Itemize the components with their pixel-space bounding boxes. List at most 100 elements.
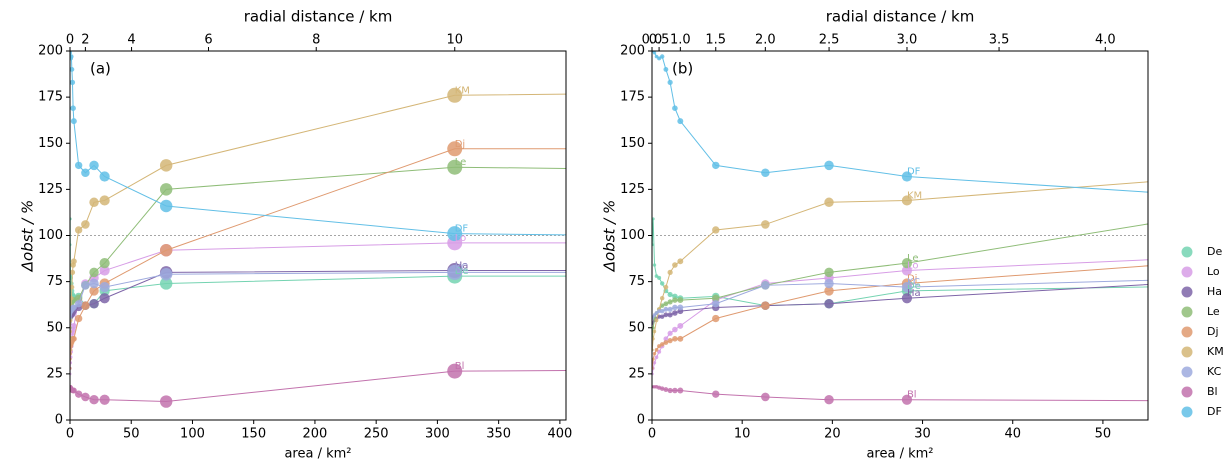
marker xyxy=(672,262,678,268)
legend-marker xyxy=(1181,326,1193,338)
y-tick-label: 25 xyxy=(628,366,645,381)
marker xyxy=(672,304,678,311)
legend-label: Dj xyxy=(1207,325,1219,338)
marker xyxy=(712,390,720,398)
legend-marker xyxy=(1181,386,1193,398)
marker xyxy=(74,226,83,234)
y-tick-label: 100 xyxy=(620,228,645,243)
marker xyxy=(652,351,657,356)
marker xyxy=(663,312,669,318)
marker xyxy=(99,258,110,269)
x-tick-label: 400 xyxy=(547,427,572,442)
marker xyxy=(677,258,684,265)
marker xyxy=(99,265,110,276)
series-label: Ha xyxy=(455,261,469,272)
marker xyxy=(652,357,655,361)
series-label: Lo xyxy=(455,233,467,244)
x-tick-label: 350 xyxy=(486,427,511,442)
marker xyxy=(654,348,659,352)
marker xyxy=(74,300,83,308)
marker xyxy=(99,282,110,293)
marker xyxy=(663,340,669,345)
legend-marker xyxy=(1181,286,1193,298)
y-tick-label: 200 xyxy=(620,44,645,59)
y-tick-label: 200 xyxy=(38,44,63,59)
marker xyxy=(81,220,90,229)
series-line xyxy=(652,259,1148,374)
legend-marker xyxy=(1181,246,1193,258)
series-line xyxy=(652,279,1148,319)
series-label: De xyxy=(907,281,921,292)
x2-tick-label: 0.5 xyxy=(649,33,670,48)
marker xyxy=(761,168,770,178)
marker xyxy=(81,281,90,290)
marker xyxy=(761,301,770,310)
x-tick-label: 150 xyxy=(241,427,266,442)
x2-tick-label: 10 xyxy=(446,33,463,48)
series-line xyxy=(70,370,566,403)
x2-tick-label: 3.5 xyxy=(989,33,1010,48)
x-tick-label: 30 xyxy=(914,427,931,442)
marker xyxy=(70,329,73,334)
marker xyxy=(81,392,90,402)
marker xyxy=(667,79,673,85)
marker xyxy=(159,244,173,257)
marker xyxy=(159,277,173,290)
x2-tick-label: 8 xyxy=(312,33,320,48)
marker xyxy=(659,54,665,59)
y-tick-label: 100 xyxy=(38,228,63,243)
marker xyxy=(824,197,834,208)
y-axis-label: Δobst / % xyxy=(601,200,619,273)
marker xyxy=(81,301,90,310)
marker xyxy=(667,338,673,344)
marker xyxy=(663,284,669,290)
marker xyxy=(761,220,770,229)
series-line xyxy=(652,386,1148,402)
marker xyxy=(663,387,669,392)
y-tick-label: 75 xyxy=(46,274,63,289)
marker xyxy=(159,268,173,281)
marker xyxy=(70,295,74,301)
marker xyxy=(652,217,655,221)
marker xyxy=(672,336,678,342)
marker xyxy=(70,304,77,311)
marker xyxy=(677,322,684,329)
marker xyxy=(824,286,834,296)
marker xyxy=(99,171,110,182)
x-tick-label: 40 xyxy=(1004,427,1021,442)
x2-tick-label: 2.5 xyxy=(819,33,840,48)
y-tick-label: 150 xyxy=(38,136,63,151)
x2-tick-label: 6 xyxy=(204,33,212,48)
marker xyxy=(447,226,463,242)
x2-axis-label: radial distance / km xyxy=(826,8,975,26)
legend-marker xyxy=(1181,366,1193,378)
marker xyxy=(99,394,110,405)
marker xyxy=(672,326,678,333)
marker xyxy=(89,160,99,171)
y-tick-label: 175 xyxy=(38,90,63,105)
marker xyxy=(659,303,665,308)
series-line xyxy=(70,166,566,337)
marker xyxy=(672,310,678,316)
marker xyxy=(677,118,684,125)
marker xyxy=(901,171,913,182)
marker xyxy=(654,318,659,323)
marker xyxy=(159,159,173,172)
marker xyxy=(74,161,83,170)
y-axis-label: Δobst / % xyxy=(19,200,37,273)
series-label: KC xyxy=(907,277,920,288)
marker xyxy=(667,312,673,318)
legend-marker xyxy=(1181,406,1193,418)
marker xyxy=(712,294,720,302)
y-tick-label: 125 xyxy=(38,182,63,197)
marker xyxy=(70,335,77,342)
x-tick-label: 10 xyxy=(734,427,751,442)
marker xyxy=(659,281,665,286)
x-tick-label: 100 xyxy=(180,427,205,442)
series-label: KM xyxy=(907,190,922,201)
marker xyxy=(70,51,73,55)
marker xyxy=(70,79,76,85)
marker xyxy=(901,265,913,276)
series-line xyxy=(70,242,566,374)
series-label: Le xyxy=(907,253,919,264)
